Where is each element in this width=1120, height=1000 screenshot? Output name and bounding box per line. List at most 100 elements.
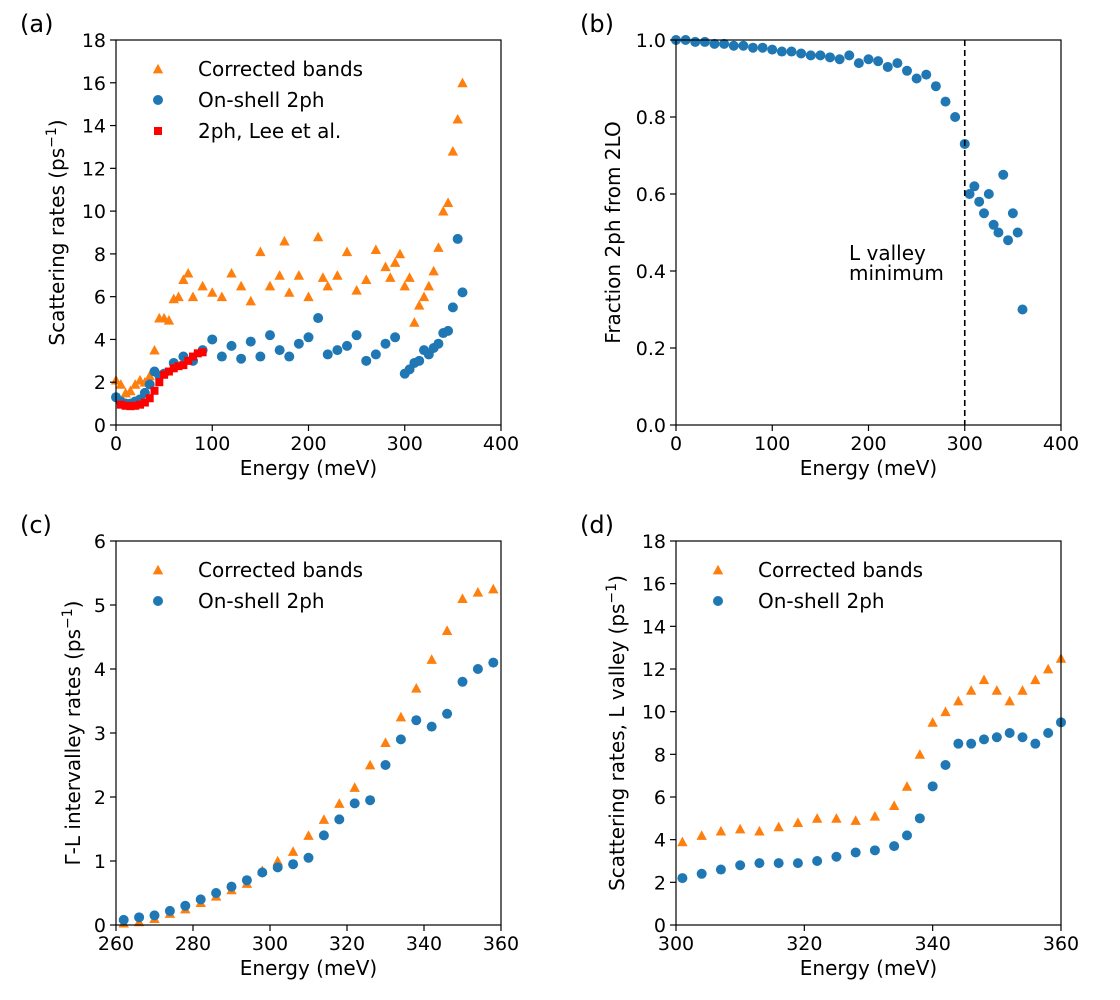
data-point	[1017, 685, 1028, 695]
data-point	[334, 798, 345, 808]
data-point	[869, 811, 881, 821]
data-point	[776, 46, 787, 57]
data-point	[136, 400, 145, 409]
annotation-text: L valley	[849, 241, 926, 265]
x-tick-label: 320	[786, 933, 822, 955]
data-point	[863, 54, 874, 65]
panel-label: (d)	[580, 511, 614, 539]
data-point	[197, 280, 208, 291]
data-point	[914, 813, 925, 824]
y-tick-label: 3	[94, 723, 106, 745]
data-point	[921, 69, 932, 80]
data-point	[428, 265, 439, 276]
data-point	[293, 338, 304, 349]
data-point	[341, 246, 353, 257]
data-point	[404, 272, 415, 282]
data-point	[696, 868, 707, 879]
data-point	[442, 197, 454, 207]
data-point	[149, 910, 160, 921]
data-point	[257, 867, 268, 878]
data-point	[370, 349, 381, 360]
legend-marker	[153, 95, 163, 105]
data-point	[1030, 738, 1041, 749]
data-point	[1042, 663, 1054, 674]
data-point	[969, 181, 980, 192]
data-point	[901, 781, 913, 791]
data-point	[164, 367, 173, 376]
data-point	[677, 873, 688, 884]
data-point	[312, 231, 324, 242]
panel-a: (a) 0 100 200 300 400 0 2 4 6 8 10 12 14 16 18 Energy (m…	[20, 10, 519, 480]
data-point	[927, 717, 938, 727]
data-point	[978, 674, 990, 685]
legend: Corrected bands On-shell 2ph	[152, 558, 363, 613]
data-point	[1017, 732, 1028, 743]
data-point	[472, 664, 483, 674]
data-point	[927, 781, 938, 792]
data-point	[1030, 674, 1041, 685]
data-point	[274, 270, 285, 280]
data-point	[125, 385, 136, 396]
data-point	[953, 695, 964, 706]
x-tick-label: 100	[754, 433, 790, 455]
data-point	[303, 291, 314, 302]
data-point	[235, 280, 247, 291]
legend-marker	[152, 63, 164, 74]
data-point	[831, 813, 842, 823]
legend-marker	[152, 564, 164, 575]
data-point	[207, 287, 218, 297]
data-point	[850, 847, 861, 858]
y-axis-label: Γ-L intervalley rates (ps−1)	[60, 601, 85, 866]
data-point	[149, 344, 160, 355]
data-point	[715, 825, 727, 836]
data-point	[272, 855, 283, 866]
data-point	[902, 65, 912, 76]
legend-label: Corrected bands	[198, 57, 363, 81]
y-tick-label: 4	[94, 659, 106, 681]
data-point	[983, 189, 994, 199]
data-point	[792, 858, 803, 869]
data-point	[953, 738, 964, 749]
data-point	[457, 593, 468, 604]
data-point	[472, 587, 484, 597]
y-tick-label: 0	[94, 415, 106, 437]
data-point	[965, 685, 977, 695]
data-point	[173, 291, 184, 302]
data-point	[1012, 227, 1023, 238]
data-point	[195, 894, 206, 905]
data-point	[216, 351, 227, 362]
data-point	[1043, 728, 1054, 738]
panel-c: (c) 260 280 300 320 340 360 0 1 2 3 4 5 6 Energy (meV)…	[20, 511, 519, 980]
data-point	[796, 48, 807, 59]
data-point	[365, 795, 376, 806]
data-point	[131, 401, 140, 410]
data-point	[399, 280, 410, 291]
data-point	[728, 40, 739, 51]
data-point	[754, 825, 765, 836]
panel-label: (c)	[20, 511, 52, 539]
data-point	[255, 351, 266, 362]
data-point	[457, 676, 468, 687]
legend-marker	[713, 596, 723, 606]
data-point	[284, 287, 295, 297]
legend-label: Corrected bands	[198, 558, 363, 582]
data-point	[293, 270, 305, 280]
y-tick-label: 0.0	[636, 415, 666, 437]
data-point	[748, 42, 758, 53]
x-tick-label: 360	[1043, 933, 1079, 955]
data-point	[207, 334, 218, 345]
data-point	[226, 881, 237, 892]
data-point	[389, 257, 401, 267]
panel-label: (a)	[20, 10, 53, 38]
x-tick-label: 300	[387, 433, 423, 455]
data-point	[834, 54, 845, 65]
data-point	[189, 352, 197, 361]
data-point	[940, 760, 951, 770]
y-tick-label: 10	[642, 702, 666, 724]
data-point	[226, 340, 237, 351]
series-circle	[677, 717, 1066, 884]
data-point	[274, 345, 285, 356]
data-point	[265, 330, 275, 341]
data-point	[121, 401, 130, 410]
